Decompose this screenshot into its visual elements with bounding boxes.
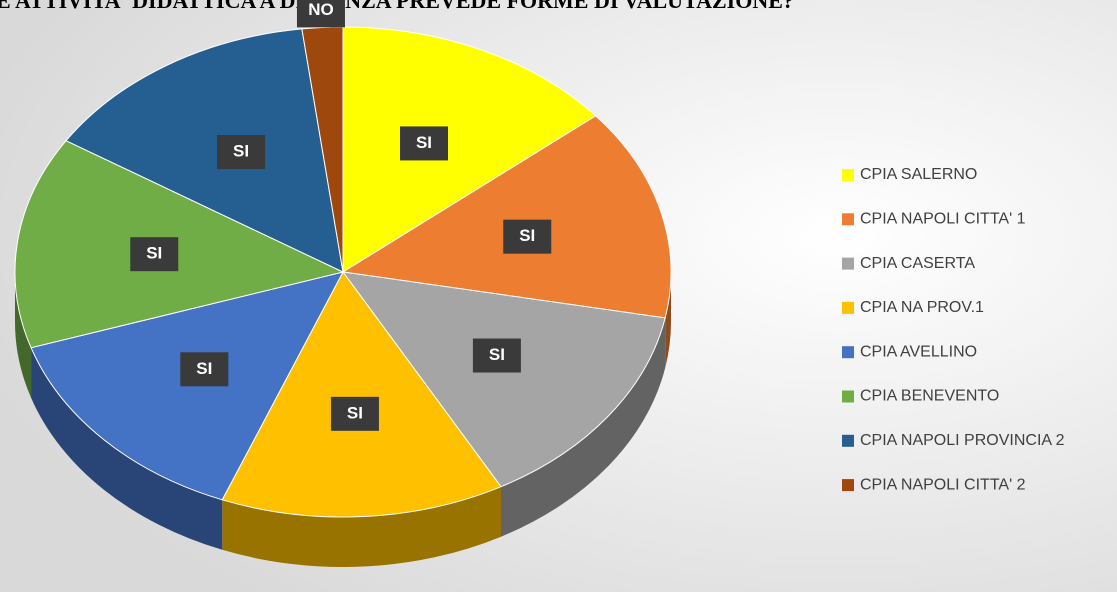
legend-label: CPIA NA PROV.1 [860,299,984,316]
chart-title: E ATTIVITA' DIDATTICA A DISTANZA PREVEDE… [0,0,794,13]
data-label-box [180,352,229,387]
legend-swatch [842,213,854,226]
data-label-box [503,219,552,254]
data-label-box [217,135,266,170]
pie-slice [65,28,344,273]
pie-slice [341,271,666,488]
legend-swatch [842,434,854,447]
legend-swatch [842,479,854,492]
legend-swatch [842,257,854,270]
legend-swatch [842,301,854,314]
data-label-box [472,338,521,373]
pie-slice [221,271,502,518]
data-label: SI [146,244,162,263]
data-label-box [330,396,379,431]
data-label: SI [233,142,249,161]
legend-label: CPIA AVELLINO [860,343,977,360]
legend-label: CPIA CASERTA [860,255,975,272]
legend-swatch [842,346,854,359]
data-label: SI [519,226,535,245]
pie-side [15,272,32,398]
data-label-box [296,0,345,28]
data-label-box [400,126,449,161]
pie-side [31,347,223,550]
pie-slice [14,140,345,349]
data-label: NO [308,0,334,19]
pie-slice [341,115,672,319]
pie-side [222,486,502,567]
legend-swatch [842,169,854,181]
data-label-box [130,237,179,272]
pie-slice [342,26,597,273]
data-label: SI [196,359,212,378]
data-label: SI [347,403,363,422]
data-label: SI [416,133,432,152]
legend-label: CPIA SALERNO [860,166,977,183]
pie-side [501,317,666,537]
legend-label: CPIA BENEVENTO [860,388,999,405]
legend-swatch [842,390,854,403]
legend-label: CPIA NAPOLI CITTA' 2 [860,476,1026,493]
data-label: SI [489,345,505,364]
legend-label: CPIA NAPOLI PROVINCIA 2 [860,432,1065,449]
legend-label: CPIA NAPOLI CITTA' 1 [860,211,1026,228]
